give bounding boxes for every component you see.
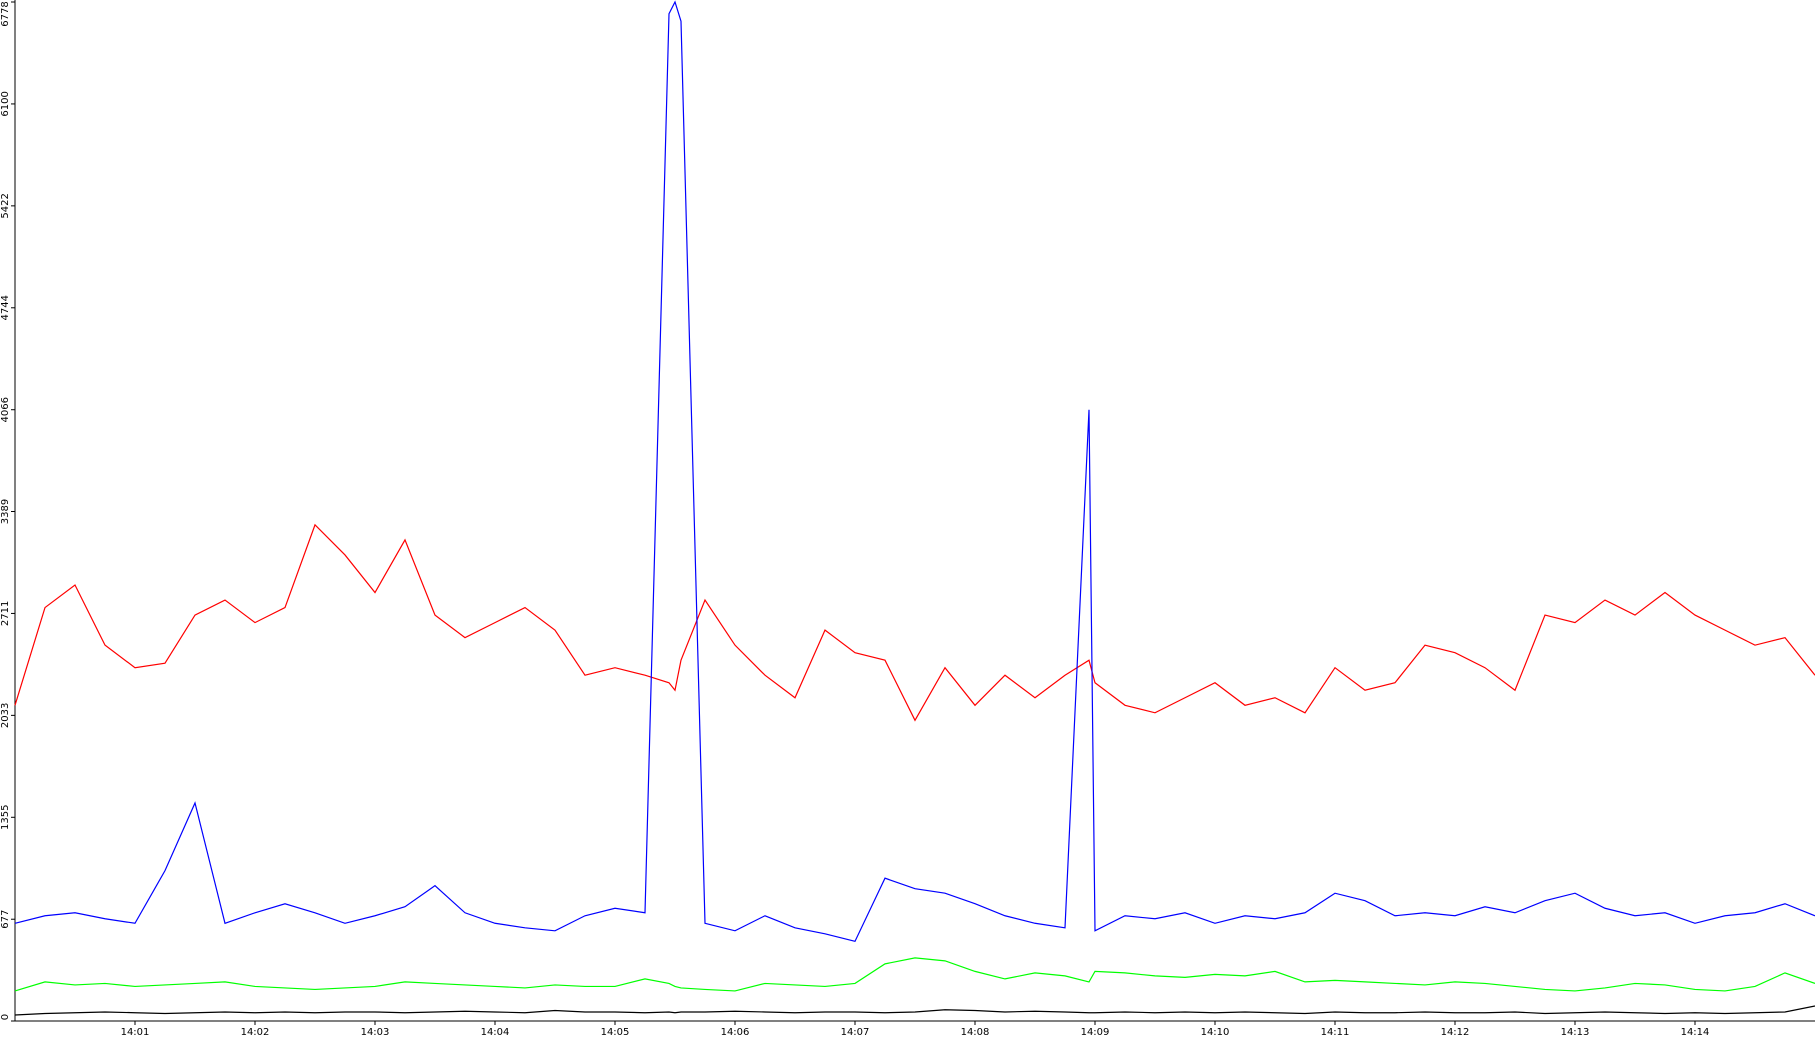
y-tick-label: 2033 bbox=[0, 703, 11, 728]
y-tick-label: 2711 bbox=[0, 601, 11, 626]
y-tick-label: 677 bbox=[0, 910, 11, 929]
x-tick-label: 14:11 bbox=[1321, 1027, 1350, 1038]
x-tick-label: 14:13 bbox=[1561, 1027, 1590, 1038]
series-line bbox=[14, 523, 1815, 722]
x-tick-label: 14:14 bbox=[1681, 1027, 1710, 1038]
x-tick-label: 14:07 bbox=[841, 1027, 870, 1038]
x-tick-label: 14:05 bbox=[601, 1027, 630, 1038]
series-line bbox=[14, 0, 1815, 943]
y-tick-label: 0 bbox=[0, 1014, 11, 1020]
series-line bbox=[14, 1005, 1815, 1016]
y-tick-label: 5422 bbox=[0, 193, 11, 218]
x-tick-label: 14:03 bbox=[361, 1027, 390, 1038]
x-tick-label: 14:10 bbox=[1201, 1027, 1230, 1038]
x-tick-label: 14:02 bbox=[241, 1027, 270, 1038]
y-tick-label: 4066 bbox=[0, 397, 11, 422]
x-tick-label: 14:09 bbox=[1081, 1027, 1110, 1038]
series-line bbox=[14, 957, 1815, 992]
y-tick-label: 6778 bbox=[0, 1, 11, 26]
y-tick-label: 1355 bbox=[0, 805, 11, 830]
x-tick-label: 14:01 bbox=[121, 1027, 150, 1038]
x-tick-label: 14:04 bbox=[481, 1027, 510, 1038]
x-tick-label: 14:12 bbox=[1441, 1027, 1470, 1038]
y-tick-label: 6100 bbox=[0, 91, 11, 116]
x-tick-label: 14:08 bbox=[961, 1027, 990, 1038]
y-tick-label: 3389 bbox=[0, 499, 11, 524]
y-tick-label: 4744 bbox=[0, 295, 11, 320]
x-tick-label: 14:06 bbox=[721, 1027, 750, 1038]
